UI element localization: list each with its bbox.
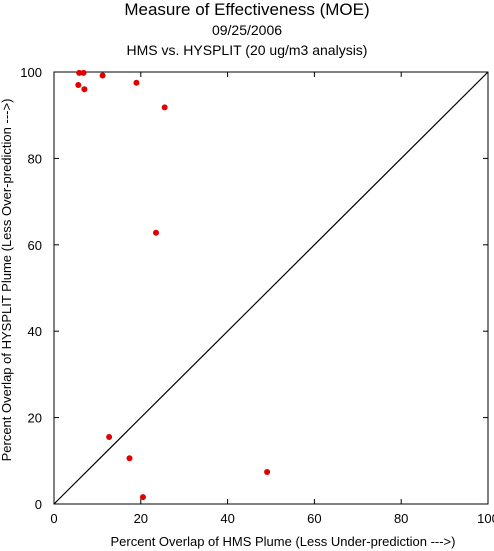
y-tick-label: 40 (28, 324, 42, 339)
chart-date: 09/25/2006 (211, 22, 283, 38)
data-point (264, 469, 271, 476)
chart-subtitle: HMS vs. HYSPLIT (20 ug/m3 analysis) (126, 42, 368, 58)
y-axis-label: Percent Overlap of HYSPLIT Plume (Less O… (0, 99, 14, 462)
data-point (139, 494, 146, 501)
data-point (133, 79, 140, 86)
y-tick-label: 0 (35, 497, 42, 512)
y-tick-label: 60 (28, 238, 42, 253)
reference-diagonal-line (53, 71, 489, 505)
data-point (99, 72, 106, 79)
plot-frame (53, 71, 489, 505)
data-point (75, 81, 82, 88)
x-tick-label: 60 (307, 511, 321, 526)
x-tick-label: 80 (394, 511, 408, 526)
data-points (75, 69, 271, 501)
x-tick-label: 0 (50, 511, 57, 526)
y-tick-label: 100 (20, 65, 42, 80)
data-point (126, 455, 133, 462)
x-tick-label: 20 (134, 511, 148, 526)
y-axis-ticks: 0 20 40 60 80 100 (20, 65, 488, 512)
x-tick-label: 40 (220, 511, 234, 526)
data-point (152, 229, 159, 236)
x-tick-label: 100 (477, 511, 494, 526)
y-tick-label: 20 (28, 411, 42, 426)
chart-title: Measure of Effectiveness (MOE) (124, 0, 370, 19)
x-axis-ticks: 0 20 40 60 80 100 (50, 72, 494, 526)
data-point (161, 104, 168, 111)
data-point (76, 69, 83, 76)
x-axis-label: Percent Overlap of HMS Plume (Less Under… (111, 534, 456, 549)
data-point (81, 86, 88, 93)
y-tick-label: 80 (28, 151, 42, 166)
data-point (106, 434, 113, 441)
data-point (80, 69, 87, 76)
plot-area (53, 71, 489, 505)
